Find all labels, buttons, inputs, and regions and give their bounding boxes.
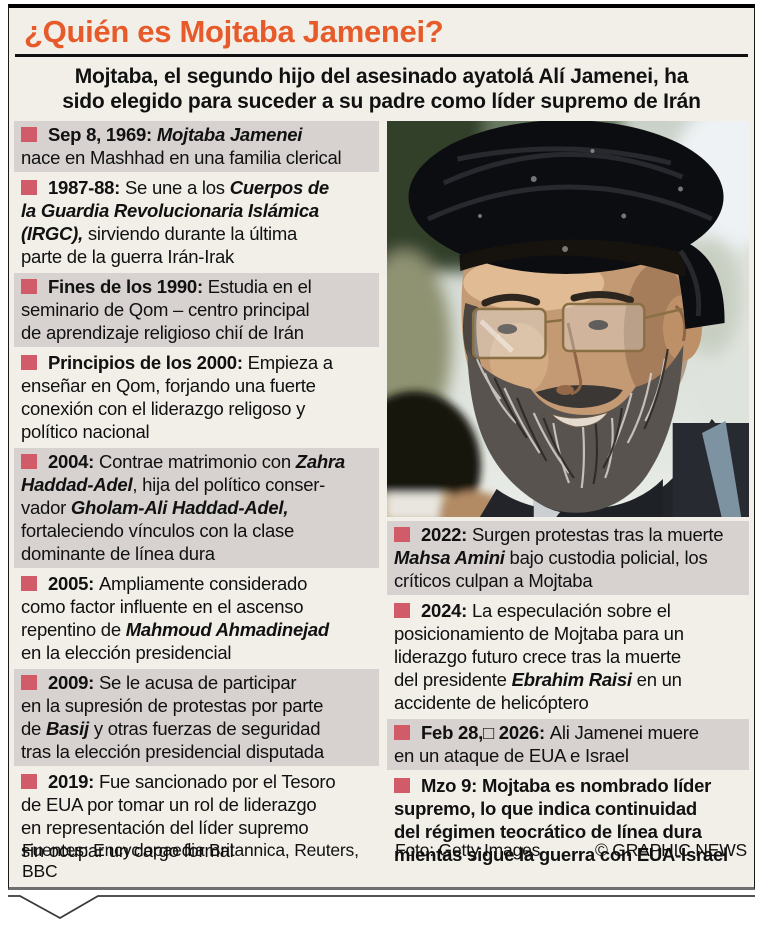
red-square-bullet-icon xyxy=(394,724,410,740)
photo-credit: Foto: Getty Images xyxy=(395,840,541,860)
timeline-entry: 2019: Fue sancionado por el Tesoro de EU… xyxy=(21,770,336,861)
subtitle: Mojtaba, el segundo hijo del asesinado a… xyxy=(62,64,701,113)
sources-credit: Fuentes: Encyclopaedia Britannica, Reute… xyxy=(22,840,359,881)
timeline-entry: 2009: Se le acusa de participar en la su… xyxy=(14,668,379,766)
infographic-frame: ¿Quién es Mojtaba Jamenei? Mojtaba, el s… xyxy=(8,4,755,890)
timeline-entry: 1987-88: Se une a los Cuerpos de la Guar… xyxy=(21,176,329,267)
timeline-entry: Principios de los 2000: Empieza a enseña… xyxy=(21,351,333,442)
timeline-entry: Sep 8, 1969: Mojtaba Jamenei nace en Mas… xyxy=(14,120,379,172)
red-square-bullet-icon xyxy=(21,674,37,690)
red-square-bullet-icon xyxy=(21,179,37,195)
red-square-bullet-icon xyxy=(394,777,410,793)
speech-tail-icon xyxy=(8,895,755,920)
red-square-bullet-icon xyxy=(21,773,37,789)
timeline-left: Sep 8, 1969: Mojtaba Jamenei nace en Mas… xyxy=(14,120,379,867)
timeline-entry: Feb 28,□ 2026: Ali Jamenei muere en un a… xyxy=(387,718,749,770)
title-divider xyxy=(15,54,748,57)
timeline-entry: Mzo 9: Mojtaba es nombrado líder supremo… xyxy=(394,774,728,865)
timeline-entry: 2022: Surgen protestas tras la muerte Ma… xyxy=(387,520,749,595)
red-square-bullet-icon xyxy=(21,453,37,469)
red-square-bullet-icon xyxy=(21,278,37,294)
timeline-entry: Fines de los 1990: Estudia en el seminar… xyxy=(14,272,379,347)
red-square-bullet-icon xyxy=(394,526,410,542)
red-square-bullet-icon xyxy=(21,126,37,142)
right-column: 2022: Surgen protestas tras la muerte Ma… xyxy=(387,120,749,871)
red-square-bullet-icon xyxy=(394,602,410,618)
content-columns: Sep 8, 1969: Mojtaba Jamenei nace en Mas… xyxy=(14,120,749,871)
red-square-bullet-icon xyxy=(21,354,37,370)
timeline-entry: 2024: La especulación sobre el posiciona… xyxy=(394,599,684,713)
footer: Fuentes: Encyclopaedia Britannica, Reute… xyxy=(14,840,749,882)
timeline-entry: 2004: Contrae matrimonio con Zahra Hadda… xyxy=(14,447,379,568)
timeline-right: 2022: Surgen protestas tras la muerte Ma… xyxy=(387,520,749,869)
timeline-entry: 2005: Ampliamente considerado como facto… xyxy=(21,572,329,663)
red-square-bullet-icon xyxy=(21,575,37,591)
copyright: © GRAPHIC NEWS xyxy=(594,840,747,860)
portrait-photo xyxy=(387,120,749,517)
page-title: ¿Quién es Mojtaba Jamenei? xyxy=(24,14,444,49)
